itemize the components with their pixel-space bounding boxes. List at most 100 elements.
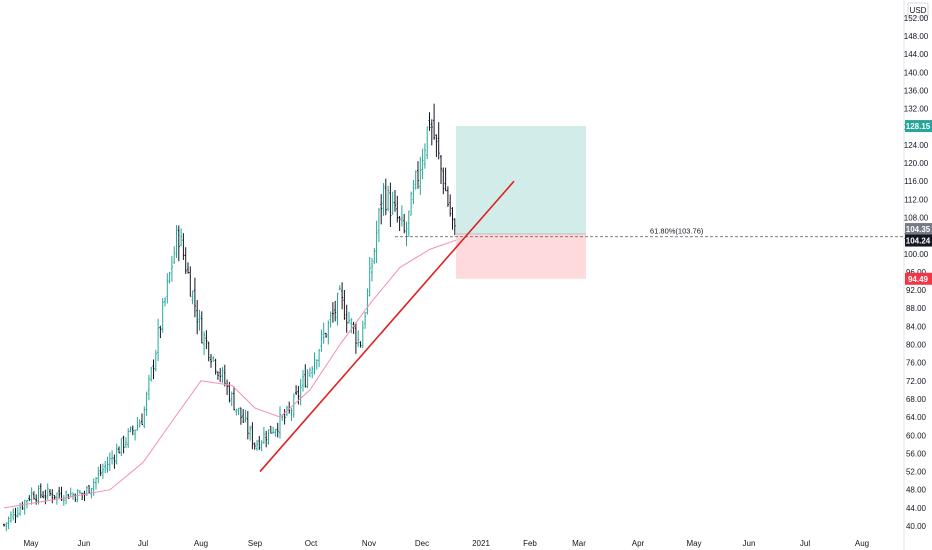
- ohlc-bar: [325, 332, 327, 338]
- ohlc-bar: [95, 477, 97, 490]
- ohlc-bar: [320, 329, 323, 352]
- ohlc-bar: [97, 466, 100, 484]
- price-tag-label: 104.24: [906, 237, 931, 246]
- ohlc-bar: [16, 507, 19, 518]
- ohlc-bar: [23, 499, 26, 515]
- ohlc-bar: [421, 148, 424, 180]
- ohlc-bar: [131, 425, 134, 436]
- ohlc-bar: [74, 493, 77, 502]
- time-tick-label: May: [23, 539, 38, 548]
- time-tick-label: Mar: [572, 539, 586, 548]
- ohlc-bar: [104, 461, 107, 474]
- ohlc-bar: [249, 425, 252, 441]
- price-tick-label: 52.00: [906, 468, 927, 477]
- ohlc-bar: [437, 122, 440, 160]
- ohlc-bar: [101, 463, 104, 479]
- ohlc-bar: [359, 341, 362, 348]
- price-tick-label: 80.00: [906, 341, 927, 350]
- ohlc-bar: [129, 426, 132, 433]
- price-tag-label: 128.15: [906, 122, 931, 131]
- ohlc-bar: [203, 331, 206, 356]
- ohlc-bar: [207, 341, 210, 362]
- ohlc-bar: [237, 407, 240, 416]
- ohlc-bar: [364, 311, 367, 329]
- ohlc-bar: [113, 454, 116, 469]
- ohlc-bar: [62, 495, 65, 506]
- ohlc-bar: [410, 191, 413, 216]
- price-tick-label: 112.00: [904, 195, 928, 204]
- ohlc-bar: [108, 452, 111, 472]
- ohlc-bar: [400, 205, 403, 227]
- ohlc-bar: [58, 486, 61, 499]
- trendline[interactable]: [259, 180, 515, 473]
- ohlc-bar: [398, 215, 401, 232]
- ohlc-bar: [396, 195, 399, 223]
- ohlc-bar: [67, 494, 70, 499]
- ohlc-bar: [111, 450, 114, 465]
- price-tag: 104.35: [905, 223, 932, 236]
- ohlc-bar: [382, 183, 385, 216]
- ohlc-bar: [428, 112, 431, 131]
- currency-label: USD: [910, 6, 927, 15]
- ohlc-bar: [423, 143, 426, 169]
- price-tick-label: 96.00: [906, 268, 927, 277]
- ohlc-bar: [419, 156, 422, 196]
- ohlc-bar: [191, 290, 194, 305]
- time-tick-label: Sep: [248, 539, 263, 548]
- price-tick-label: 136.00: [904, 86, 929, 95]
- ohlc-bar: [37, 485, 40, 505]
- time-tick-label: Jul: [138, 539, 148, 548]
- ohlc-bar: [210, 354, 212, 368]
- ohlc-bar: [175, 225, 178, 258]
- ohlc-bar: [127, 428, 130, 449]
- ohlc-bar: [143, 406, 146, 429]
- ohlc-bar: [292, 393, 295, 418]
- ohlc-bar: [157, 318, 160, 361]
- ohlc-bar: [299, 378, 302, 406]
- ohlc-bar: [451, 207, 454, 230]
- price-tick-label: 116.00: [904, 177, 928, 186]
- ohlc-bar: [267, 429, 270, 445]
- ohlc-bar: [306, 369, 309, 389]
- price-tick-label: 92.00: [906, 286, 927, 295]
- price-tick-label: 48.00: [906, 486, 927, 495]
- price-bars: [3, 103, 456, 532]
- ohlc-bar: [269, 425, 272, 434]
- time-tick-label: Jun: [743, 539, 756, 548]
- time-tick-label: May: [686, 539, 701, 548]
- ohlc-bar: [159, 325, 162, 339]
- ohlc-bar: [118, 446, 120, 454]
- ohlc-bar: [391, 191, 394, 215]
- ohlc-bar: [426, 126, 429, 160]
- price-tick-label: 100.00: [904, 250, 929, 259]
- ohlc-bar: [311, 365, 314, 379]
- ohlc-bar: [403, 213, 406, 234]
- ohlc-bar: [343, 290, 346, 320]
- ohlc-bar: [141, 413, 143, 425]
- price-axis[interactable]: 40.00 44.00 48.00 52.00 56.00 60.00 64.00 68.00…: [904, 14, 929, 531]
- ohlc-bar: [124, 437, 127, 448]
- price-tick-label: 60.00: [906, 431, 927, 440]
- ohlc-bar: [440, 155, 442, 184]
- ohlc-bar: [304, 364, 307, 388]
- ohlc-bar: [136, 416, 139, 431]
- ohlc-bar: [88, 485, 91, 494]
- ohlc-bar: [122, 435, 125, 454]
- price-tick-label: 84.00: [906, 322, 927, 331]
- ohlc-bar: [260, 440, 263, 452]
- ohlc-bar: [389, 182, 392, 228]
- ohlc-bar: [384, 178, 387, 216]
- price-tick-label: 68.00: [906, 395, 927, 404]
- fib-level-label: 61.80%(103.76): [650, 227, 704, 236]
- time-axis[interactable]: May Jun Jul Aug Sep Oct Nov Dec 2021 Feb Mar Apr May…: [23, 539, 869, 548]
- ohlc-bar: [368, 256, 371, 297]
- ohlc-bar: [226, 379, 229, 395]
- ohlc-bar: [256, 439, 258, 451]
- ohlc-bar: [352, 321, 355, 334]
- ohlc-bar: [377, 208, 380, 243]
- ohlc-bar: [32, 491, 35, 500]
- ohlc-bar: [251, 422, 254, 450]
- ohlc-bar: [387, 185, 390, 212]
- ohlc-bar: [5, 522, 8, 532]
